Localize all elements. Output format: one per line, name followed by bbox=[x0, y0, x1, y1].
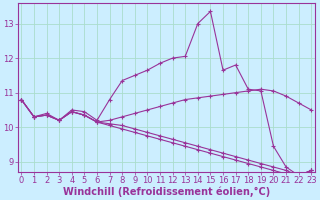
X-axis label: Windchill (Refroidissement éolien,°C): Windchill (Refroidissement éolien,°C) bbox=[63, 187, 270, 197]
